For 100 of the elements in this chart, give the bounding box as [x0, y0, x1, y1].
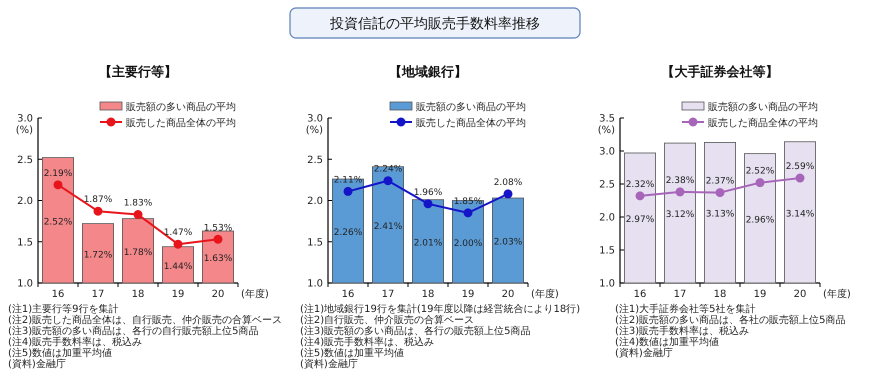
point	[636, 191, 644, 200]
data-label: 2.59%	[786, 162, 815, 172]
x-tick-label: 17	[674, 289, 686, 300]
text: (注1)主要行等9行を集計	[8, 303, 119, 315]
point	[796, 174, 804, 183]
y-tick-label: 3.0	[17, 114, 33, 124]
y-axis-title: (%)	[598, 125, 616, 136]
data-label: 3.14%	[786, 209, 815, 220]
text: 投資信託の平均販売手数料率推移	[329, 16, 540, 32]
y-tick-label: 3.0	[599, 146, 615, 158]
text: (注1)地域銀行19行を集計(19年度以降は経営統合により18行)	[300, 303, 580, 315]
y-tick-label: 2.0	[17, 196, 33, 207]
point	[424, 199, 432, 208]
chart-title: 【主要行等】	[99, 64, 177, 80]
text: (注2)販売した商品全体は、自行販売、仲介販売の合算ベース	[8, 314, 282, 326]
data-label: 2.24%	[374, 164, 403, 175]
chart-title: 【地域銀行】	[389, 64, 467, 80]
y-tick-label: 1.5	[307, 237, 323, 248]
point	[504, 189, 512, 198]
point	[94, 206, 102, 216]
y-tick-label: 2.5	[17, 154, 33, 166]
y-axis-title: (%)	[306, 125, 324, 136]
legend-label: 販売額の多い商品の平均	[416, 101, 526, 113]
y-tick-label: 3.5	[599, 114, 615, 124]
data-label: 2.52%	[746, 166, 775, 177]
data-label: 3.12%	[666, 210, 695, 220]
data-label: 1.78%	[124, 248, 153, 258]
x-tick-label: 18	[422, 289, 434, 300]
text: (注2)販売額の多い商品は、各社の販売額上位5商品	[615, 314, 846, 326]
data-label: 1.63%	[204, 254, 233, 264]
data-label: 2.38%	[666, 176, 695, 186]
data-label: 1.83%	[124, 198, 153, 209]
y-tick-label: 3.0	[307, 114, 323, 124]
text: (注3)販売額の多い商品は、各行の自行販売額上位5商品	[8, 325, 259, 337]
y-tick-label: 2.5	[307, 154, 323, 166]
text: (注4)販売手数料率は、税込み	[300, 336, 434, 348]
x-tick-label: 19	[754, 289, 766, 300]
point	[676, 187, 684, 196]
data-label: 1.44%	[164, 262, 193, 272]
text: (注5)数値は加重平均値	[300, 347, 404, 359]
data-label: 2.97%	[626, 214, 655, 225]
y-axis-title: (%)	[16, 125, 34, 136]
point	[756, 178, 764, 188]
text: (注2)自行販売、仲介販売の合算ベース	[300, 314, 474, 326]
x-tick-label: 16	[342, 289, 354, 300]
y-tick-label: 1.0	[599, 278, 615, 290]
x-tick-label: 16	[52, 289, 64, 300]
data-label: 2.03%	[494, 238, 523, 248]
text: (注3)販売額の多い商品は、各行の販売額上位5商品	[300, 325, 531, 337]
x-tick-label: 17	[92, 289, 104, 300]
data-label: 2.52%	[44, 217, 73, 228]
chart-title: 【大手証券会社等】	[662, 64, 778, 80]
x-tick-label: 18	[132, 289, 144, 300]
legend-label: 販売した商品全体の平均	[416, 117, 526, 129]
point	[344, 186, 352, 196]
point	[716, 188, 724, 198]
text: (注1)大手証券会社等5社を集計	[615, 303, 756, 315]
x-tick-label: 18	[714, 289, 726, 300]
point	[174, 240, 182, 249]
x-tick-label: 20	[212, 289, 224, 300]
data-label: 2.01%	[414, 238, 443, 248]
data-label: 1.96%	[414, 188, 443, 198]
x-axis-title: (年度)	[823, 288, 851, 300]
x-axis-title: (年度)	[241, 288, 269, 300]
data-label: 1.72%	[84, 250, 113, 260]
data-label: 2.37%	[706, 176, 735, 187]
x-tick-label: 17	[382, 289, 394, 300]
y-tick-label: 2.0	[599, 212, 615, 224]
data-label: 2.32%	[626, 180, 655, 190]
text: (資料)金融庁	[8, 358, 66, 370]
x-tick-label: 19	[462, 289, 474, 300]
legend-label: 販売額の多い商品の平均	[708, 101, 818, 113]
point	[214, 234, 222, 244]
text: (注3)販売手数料率は、税込み	[615, 325, 750, 337]
y-tick-label: 1.0	[307, 278, 323, 290]
legend-label: 販売した商品全体の平均	[126, 117, 236, 129]
data-label: 2.41%	[374, 222, 403, 232]
text: (注4)数値は加重平均値	[615, 336, 720, 348]
x-tick-label: 16	[634, 289, 646, 300]
legend-label: 販売した商品全体の平均	[708, 117, 818, 129]
y-tick-label: 2.0	[307, 196, 323, 207]
point	[464, 208, 472, 218]
point	[134, 210, 142, 220]
legend-label: 販売額の多い商品の平均	[126, 101, 236, 113]
y-tick-label: 1.5	[599, 246, 615, 256]
data-label: 1.87%	[84, 195, 113, 206]
data-label: 2.96%	[746, 215, 775, 226]
data-label: 2.26%	[334, 228, 363, 238]
data-label: 2.08%	[494, 178, 523, 188]
data-label: 2.00%	[454, 238, 483, 249]
y-tick-label: 2.5	[599, 180, 615, 190]
x-tick-label: 19	[172, 289, 184, 300]
data-label: 3.13%	[706, 210, 735, 220]
y-tick-label: 1.0	[17, 278, 33, 290]
text: (資料)金融庁	[615, 347, 673, 359]
data-label: 2.19%	[44, 168, 73, 179]
x-tick-label: 20	[794, 289, 806, 300]
point	[54, 180, 62, 190]
y-tick-label: 1.5	[17, 237, 33, 248]
point	[384, 176, 392, 186]
